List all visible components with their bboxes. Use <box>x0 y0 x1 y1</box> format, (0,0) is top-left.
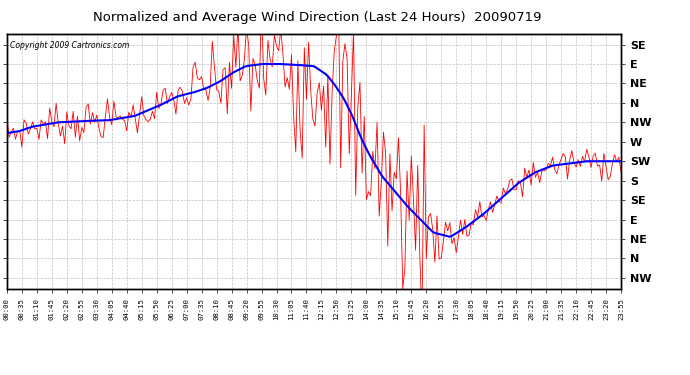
Text: Normalized and Average Wind Direction (Last 24 Hours)  20090719: Normalized and Average Wind Direction (L… <box>93 11 542 24</box>
Text: Copyright 2009 Cartronics.com: Copyright 2009 Cartronics.com <box>10 41 129 50</box>
